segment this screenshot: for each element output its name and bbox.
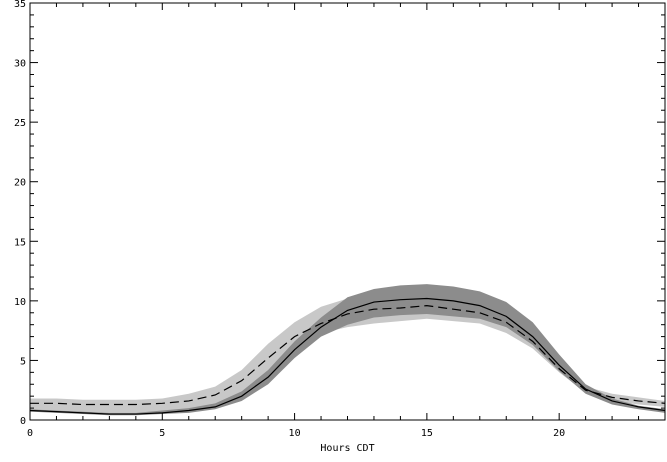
dark-band — [30, 284, 665, 416]
series-lines — [29, 297, 666, 415]
solid-series-line — [29, 297, 666, 415]
uncertainty-bands — [30, 284, 665, 416]
y-tick-label: 15 — [14, 237, 26, 248]
y-tick-label: 20 — [14, 178, 26, 189]
y-tick-label: 35 — [14, 0, 26, 10]
tick-labels: 0 5 10 15 20 0 5 10 15 20 25 30 35 — [14, 0, 565, 439]
y-tick-label: 0 — [20, 416, 26, 427]
y-tick-label: 5 — [20, 356, 26, 367]
y-tick-label: 30 — [14, 59, 26, 70]
axis-ticks — [29, 2, 666, 421]
y-tick-label: 10 — [14, 297, 26, 308]
x-axis-title: Hours CDT — [320, 443, 374, 454]
x-tick-label: 20 — [553, 428, 565, 439]
x-tick-label: 15 — [421, 428, 433, 439]
x-tick-label: 0 — [27, 428, 33, 439]
x-tick-label: 5 — [159, 428, 165, 439]
y-tick-label: 25 — [14, 118, 26, 129]
plot-frame — [29, 2, 666, 421]
dashed-series-line — [30, 305, 666, 406]
x-tick-label: 10 — [289, 428, 301, 439]
